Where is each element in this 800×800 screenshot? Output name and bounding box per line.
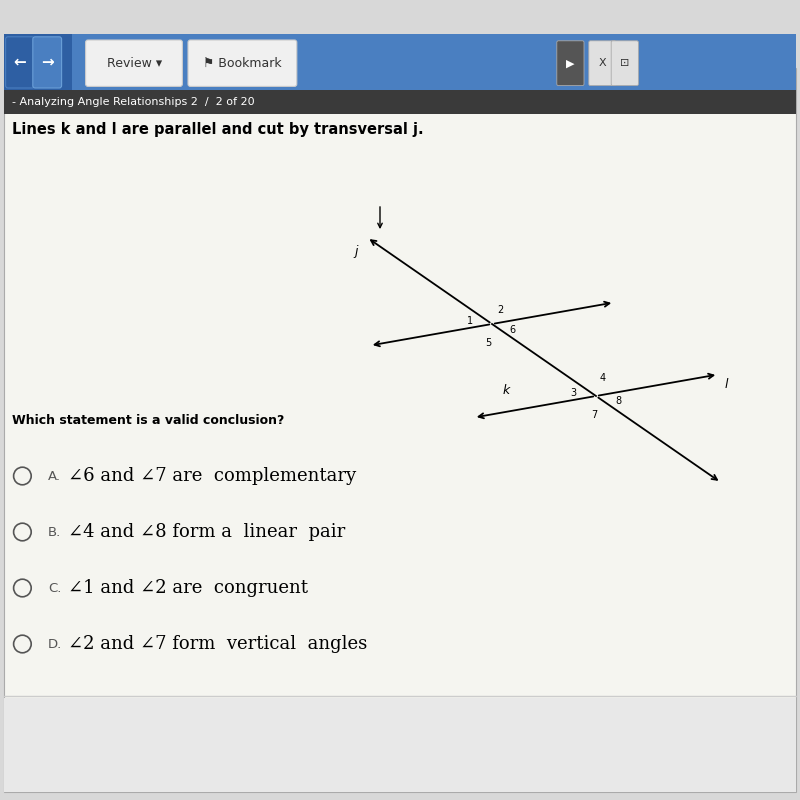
Text: A.: A. [48, 470, 61, 482]
Text: Lines k and l are parallel and cut by transversal j.: Lines k and l are parallel and cut by tr… [12, 122, 424, 137]
Text: 1: 1 [466, 316, 473, 326]
FancyBboxPatch shape [6, 37, 34, 88]
Text: ⚑ Bookmark: ⚑ Bookmark [203, 57, 282, 70]
FancyBboxPatch shape [4, 90, 796, 114]
Text: j: j [355, 246, 358, 258]
Text: X: X [598, 58, 606, 68]
Text: 4: 4 [599, 374, 606, 383]
Text: ∠1 and ∠2 are  congruent: ∠1 and ∠2 are congruent [68, 579, 308, 597]
Text: 7: 7 [591, 410, 598, 420]
Text: ←: ← [14, 55, 26, 70]
FancyBboxPatch shape [33, 37, 62, 88]
Text: 3: 3 [570, 388, 577, 398]
Text: k: k [502, 384, 510, 397]
Text: Review ▾: Review ▾ [107, 57, 162, 70]
FancyBboxPatch shape [4, 34, 72, 90]
FancyBboxPatch shape [86, 40, 182, 86]
FancyBboxPatch shape [188, 40, 297, 86]
Text: B.: B. [48, 526, 62, 538]
Text: l: l [725, 378, 728, 390]
FancyBboxPatch shape [4, 34, 796, 90]
Text: →: → [41, 55, 54, 70]
Text: - Analyzing Angle Relationships 2  /  2 of 20: - Analyzing Angle Relationships 2 / 2 of… [12, 97, 254, 106]
Text: C.: C. [48, 582, 62, 594]
Text: 2: 2 [497, 305, 503, 314]
Text: ∠4 and ∠8 form a  linear  pair: ∠4 and ∠8 form a linear pair [68, 523, 346, 541]
Text: 5: 5 [486, 338, 492, 348]
Text: D.: D. [48, 638, 62, 650]
Text: ∠2 and ∠7 form  vertical  angles: ∠2 and ∠7 form vertical angles [68, 635, 367, 653]
Text: ⊡: ⊡ [620, 58, 630, 68]
FancyBboxPatch shape [4, 68, 796, 792]
Text: Which statement is a valid conclusion?: Which statement is a valid conclusion? [12, 414, 284, 426]
Text: 8: 8 [615, 396, 622, 406]
FancyBboxPatch shape [589, 41, 616, 86]
Text: ∠6 and ∠7 are  complementary: ∠6 and ∠7 are complementary [68, 467, 356, 485]
FancyBboxPatch shape [557, 41, 584, 86]
Text: ▶: ▶ [566, 58, 574, 68]
FancyBboxPatch shape [4, 698, 796, 792]
FancyBboxPatch shape [611, 41, 638, 86]
Text: 6: 6 [510, 326, 516, 335]
